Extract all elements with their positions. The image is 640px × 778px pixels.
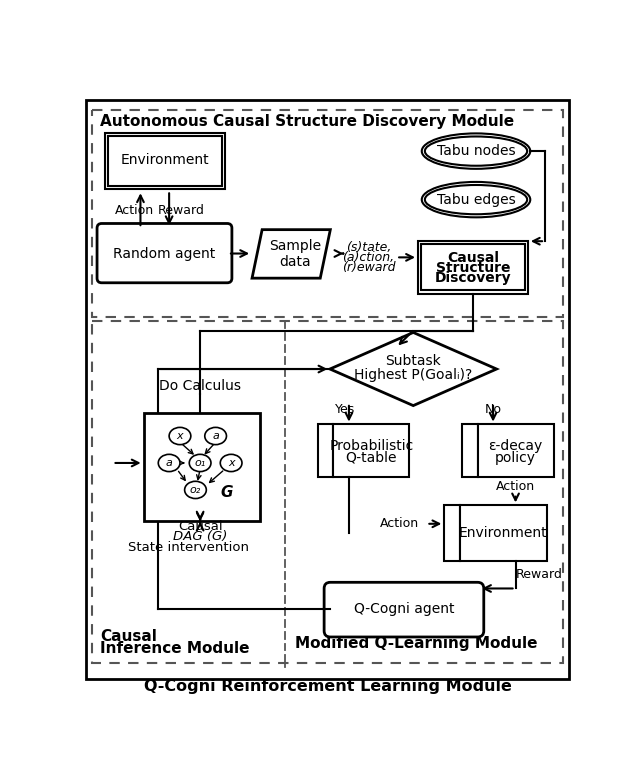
- Text: ε-decay: ε-decay: [488, 439, 543, 453]
- Text: Action: Action: [380, 517, 419, 531]
- Text: Environment: Environment: [459, 526, 547, 540]
- Text: Random agent: Random agent: [113, 247, 216, 261]
- Text: x: x: [177, 431, 183, 441]
- Text: Discovery: Discovery: [435, 272, 511, 286]
- Bar: [92, 110, 563, 317]
- Ellipse shape: [425, 185, 527, 214]
- Text: x: x: [228, 458, 234, 468]
- Text: G: G: [220, 485, 233, 499]
- Ellipse shape: [425, 136, 527, 166]
- Text: Q-Cogni agent: Q-Cogni agent: [354, 602, 454, 616]
- Bar: [143, 413, 260, 520]
- Bar: [318, 425, 333, 477]
- Text: Environment: Environment: [121, 153, 209, 167]
- Bar: [477, 425, 554, 477]
- Polygon shape: [252, 230, 330, 279]
- Text: a: a: [166, 458, 173, 468]
- Bar: [105, 133, 225, 189]
- Text: Highest P(Goalᵢ)?: Highest P(Goalᵢ)?: [354, 368, 472, 382]
- Text: Inference Module: Inference Module: [100, 641, 250, 656]
- Text: o₂: o₂: [190, 485, 201, 495]
- Text: Subtask: Subtask: [385, 354, 441, 368]
- Text: State intervention: State intervention: [128, 541, 249, 554]
- Bar: [460, 505, 547, 561]
- Text: (r)eward: (r)eward: [342, 261, 395, 274]
- Ellipse shape: [184, 482, 206, 499]
- Text: Tabu edges: Tabu edges: [436, 193, 515, 207]
- Text: Probabilistic: Probabilistic: [329, 439, 413, 453]
- Text: Do Calculus: Do Calculus: [159, 379, 241, 393]
- Text: policy: policy: [495, 450, 536, 464]
- Bar: [108, 136, 222, 186]
- Bar: [462, 425, 477, 477]
- Text: Action: Action: [115, 204, 154, 217]
- Text: Yes: Yes: [335, 402, 355, 415]
- Text: Causal: Causal: [447, 251, 499, 265]
- Text: Tabu nodes: Tabu nodes: [436, 144, 515, 158]
- Text: (a)ction,: (a)ction,: [342, 251, 394, 264]
- Ellipse shape: [205, 427, 227, 445]
- Text: (s)tate,: (s)tate,: [346, 241, 391, 254]
- FancyBboxPatch shape: [324, 582, 484, 637]
- Bar: [333, 425, 410, 477]
- Text: Causal: Causal: [178, 520, 223, 533]
- Text: o₁: o₁: [195, 458, 205, 468]
- Ellipse shape: [220, 454, 242, 471]
- Bar: [421, 244, 525, 290]
- Text: Autonomous Causal Structure Discovery Module: Autonomous Causal Structure Discovery Mo…: [100, 114, 515, 128]
- Text: DAG (G): DAG (G): [173, 530, 227, 542]
- FancyBboxPatch shape: [97, 223, 232, 282]
- Text: a: a: [212, 431, 219, 441]
- Text: Sample
data: Sample data: [269, 239, 321, 269]
- Text: Action: Action: [496, 479, 535, 492]
- Ellipse shape: [169, 427, 191, 445]
- Text: Q-Cogni Reinforcement Learning Module: Q-Cogni Reinforcement Learning Module: [144, 678, 512, 694]
- Ellipse shape: [189, 454, 211, 471]
- Text: Reward: Reward: [157, 204, 204, 217]
- Bar: [444, 505, 460, 561]
- Polygon shape: [330, 332, 497, 405]
- Ellipse shape: [158, 454, 180, 471]
- Bar: [92, 321, 563, 663]
- Text: Causal: Causal: [100, 629, 157, 644]
- Text: Q-table: Q-table: [346, 450, 397, 464]
- Text: No: No: [484, 402, 502, 415]
- Text: Reward: Reward: [515, 568, 562, 581]
- Bar: [418, 241, 528, 293]
- Text: Modified Q-Learning Module: Modified Q-Learning Module: [296, 636, 538, 651]
- Text: Structure: Structure: [436, 261, 510, 275]
